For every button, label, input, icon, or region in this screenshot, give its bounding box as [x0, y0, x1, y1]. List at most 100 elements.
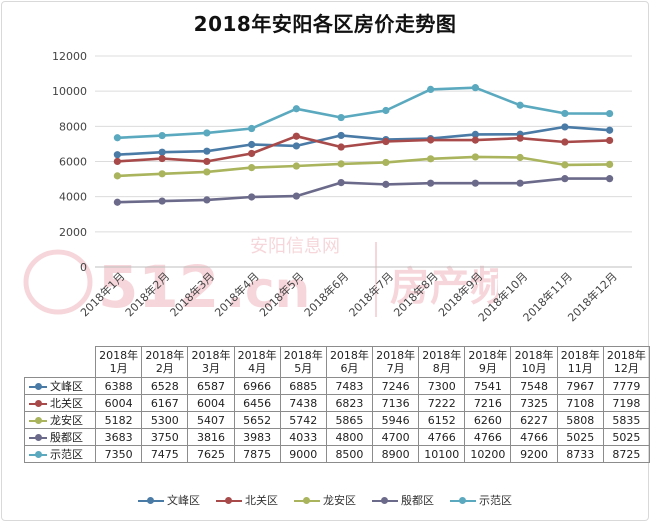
legend-label: 文峰区 — [167, 494, 200, 507]
legend-key — [294, 497, 320, 505]
table-cell: 6587 — [187, 377, 235, 395]
table-cell: 8733 — [556, 445, 604, 463]
y-tick-label: 8000 — [59, 120, 87, 133]
table-column-header: 2018年 5月 — [279, 346, 327, 378]
table-cell: 6966 — [233, 377, 281, 395]
legend-item: 龙安区 — [294, 492, 356, 508]
data-point — [606, 136, 614, 145]
data-point — [427, 85, 435, 94]
data-point — [292, 162, 300, 170]
table-row: 文峰区 6388 6528 6587 6966 6885 7483 7246 7300 7541 7… — [23, 377, 650, 395]
data-point — [337, 143, 345, 151]
data-point — [561, 175, 569, 183]
legend-key — [450, 497, 476, 505]
series-line — [117, 155, 610, 178]
table-cell: 8725 — [602, 445, 650, 463]
table-column-header: 2018年 2月 — [141, 346, 189, 378]
data-point — [337, 160, 345, 168]
table-cell: 7246 — [372, 377, 420, 395]
table-cell: 7216 — [464, 394, 512, 412]
legend: 文峰区 北关区 龙安区 殷都区 示范区 — [0, 492, 650, 508]
table-cell: 8500 — [325, 445, 374, 463]
legend-label: 示范区 — [479, 494, 512, 507]
data-point — [516, 179, 524, 187]
table-cell: 6260 — [464, 411, 512, 429]
legend-label: 龙安区 — [323, 494, 356, 507]
table-cell: 3816 — [187, 428, 235, 446]
y-tick-label: 10000 — [52, 85, 87, 98]
x-tick-label: 2018年5月 — [256, 269, 306, 319]
data-point — [203, 147, 211, 155]
data-point — [606, 126, 614, 134]
data-point — [606, 175, 614, 183]
x-tick-label: 2018年4月 — [212, 269, 262, 319]
data-point — [561, 109, 569, 118]
table-cell: 4033 — [279, 428, 327, 446]
table-cell: 6456 — [233, 394, 281, 412]
legend-item: 北关区 — [216, 492, 278, 508]
data-point — [158, 131, 166, 140]
data-point — [471, 179, 479, 187]
table-cell: 5835 — [602, 411, 650, 429]
data-point — [382, 158, 390, 167]
table-cell: 7967 — [556, 377, 604, 395]
table-cell: 6227 — [510, 411, 558, 429]
series-line — [117, 134, 610, 163]
data-point — [158, 154, 166, 163]
data-point — [337, 113, 345, 122]
table-header-row: 2018年 1月 2018年 2月 2018年 3月 2018年 4月 2018年 5月 2018年… — [24, 346, 650, 378]
legend-key — [216, 497, 242, 505]
data-point — [516, 101, 524, 109]
data-point — [248, 149, 256, 158]
data-point — [292, 192, 300, 200]
data-point — [248, 164, 256, 172]
data-point — [427, 179, 435, 187]
series-key — [29, 434, 47, 442]
table-cell: 7350 — [95, 445, 143, 463]
y-tick-label: 6000 — [59, 156, 87, 169]
table-cell: 5808 — [556, 411, 604, 429]
data-point — [337, 179, 345, 187]
legend-label: 北关区 — [245, 494, 278, 507]
series-line — [117, 86, 610, 140]
data-point — [292, 105, 300, 113]
table-cell: 7548 — [510, 377, 558, 395]
table-cell: 4700 — [372, 428, 420, 446]
data-point — [382, 106, 390, 115]
table-column-header: 2018年 6月 — [325, 346, 374, 378]
table-cell: 4766 — [418, 428, 466, 446]
table-cell: 7875 — [233, 445, 281, 463]
data-point — [561, 161, 569, 169]
table-corner — [24, 346, 97, 378]
x-tick-label: 2018年6月 — [301, 269, 351, 319]
table-column-header: 2018年 8月 — [418, 346, 466, 378]
data-point — [113, 172, 121, 180]
table-row-header: 北关区 — [23, 394, 97, 412]
x-tick-label: 2018年1月 — [77, 269, 127, 319]
table-cell: 7625 — [187, 445, 235, 463]
data-point — [203, 168, 211, 176]
legend-item: 殷都区 — [372, 492, 434, 508]
table-cell: 5742 — [279, 411, 327, 429]
table-cell: 6528 — [141, 377, 189, 395]
table-cell: 10200 — [464, 445, 512, 463]
chart-title: 2018年安阳各区房价走势图 — [193, 12, 457, 36]
table-cell: 5946 — [372, 411, 420, 429]
data-point — [113, 198, 121, 206]
y-tick-label: 12000 — [52, 50, 87, 63]
table-cell: 6388 — [95, 377, 143, 395]
data-point — [337, 131, 345, 140]
series-line — [117, 125, 610, 156]
table-row: 殷都区 3683 3750 3816 3983 4033 4800 4700 4766 4766 4… — [23, 428, 650, 446]
data-point — [516, 153, 524, 162]
data-point — [113, 134, 121, 142]
data-point — [292, 142, 300, 150]
data-point — [471, 153, 479, 161]
table-cell: 7108 — [556, 394, 604, 412]
data-point — [158, 148, 166, 156]
data-point — [203, 129, 211, 137]
table-row-header: 殷都区 — [23, 428, 97, 446]
y-tick-label: 4000 — [59, 191, 87, 204]
table-cell: 7483 — [325, 377, 374, 395]
table-column-header: 2018年 7月 — [372, 346, 420, 378]
